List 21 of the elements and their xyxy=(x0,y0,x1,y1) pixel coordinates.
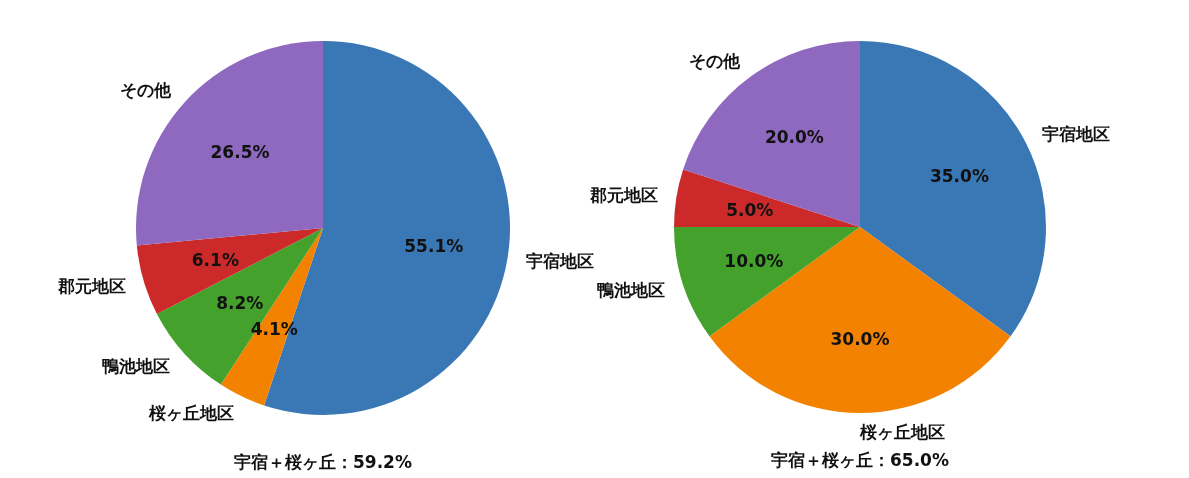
data-label: 20.0% xyxy=(764,126,824,147)
slice-label: 鴨池地区 xyxy=(597,280,666,301)
data-label: 26.5% xyxy=(210,142,270,163)
slice-label: 郡元地区 xyxy=(56,276,126,297)
slice-label: その他 xyxy=(688,51,741,72)
slice-label: 宇宿地区 xyxy=(526,250,595,271)
slice-label: その他 xyxy=(119,79,172,100)
data-label: 55.1% xyxy=(404,235,464,256)
data-label: 35.0% xyxy=(929,166,989,187)
slice-label: 鴨池地区 xyxy=(102,355,171,376)
text: 宇宿＋桜ヶ丘：65.0% xyxy=(771,450,949,470)
data-label: 30.0% xyxy=(830,328,890,349)
text: 宇宿＋桜ヶ丘：59.2% xyxy=(234,452,412,472)
data-label: 6.1% xyxy=(191,249,239,270)
data-label: 8.2% xyxy=(216,293,264,314)
slice-label: 桜ヶ丘地区 xyxy=(859,421,945,442)
slice-label: 桜ヶ丘地区 xyxy=(147,403,234,424)
data-label: 5.0% xyxy=(726,199,774,220)
slice-label: 郡元地区 xyxy=(588,184,658,205)
data-label: 10.0% xyxy=(724,251,784,272)
slice-label: 宇宿地区 xyxy=(1042,124,1111,145)
